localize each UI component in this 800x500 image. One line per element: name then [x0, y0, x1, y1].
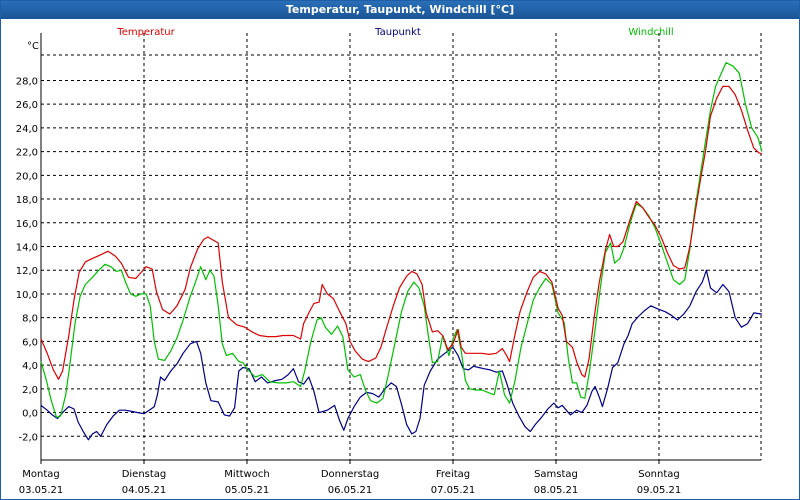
- y-tick-label: 24,0: [16, 124, 38, 135]
- y-tick-label: 26,0: [16, 100, 38, 111]
- y-tick-label: 12,0: [16, 266, 38, 277]
- x-tick-label-date: 07.05.21: [431, 485, 476, 496]
- x-tick-label-date: 03.05.21: [19, 485, 64, 496]
- x-tick-label-day: Samstag: [534, 469, 578, 480]
- y-tick-label: 8,0: [22, 314, 38, 325]
- x-tick-label-date: 09.05.21: [637, 485, 682, 496]
- y-tick-label: 14,0: [16, 243, 38, 254]
- x-tick-label-day: Donnerstag: [321, 469, 379, 480]
- legend-entry-taupunkt: Taupunkt: [374, 27, 421, 38]
- x-tick-label-date: 06.05.21: [328, 485, 373, 496]
- y-tick-label: 6,0: [22, 337, 38, 348]
- y-tick-label: 0,0: [22, 409, 38, 420]
- x-tick-labels: Montag 03.05.21 Dienstag 04.05.21 Mittwoch 05…: [19, 469, 682, 496]
- series-line-temperatur: [40, 85, 763, 380]
- axes: [40, 33, 761, 464]
- x-tick-label-day: Dienstag: [122, 469, 167, 480]
- legend-entry-windchill: Windchill: [628, 27, 673, 38]
- legend: Temperatur Taupunkt Windchill: [116, 27, 673, 38]
- y-tick-labels: -2,0 0,0 2,0 4,0 6,0 8,0 10,0 12,0 14,0 16,0 18,0 2…: [16, 76, 38, 443]
- y-tick-label: 2,0: [22, 385, 38, 396]
- y-axis-unit: °C: [27, 41, 39, 52]
- y-tick-label: 28,0: [16, 76, 38, 87]
- y-tick-label: 22,0: [16, 148, 38, 159]
- x-tick-label-day: Montag: [22, 469, 59, 480]
- x-tick-label-date: 05.05.21: [225, 485, 270, 496]
- series-line-taupunkt: [40, 269, 763, 441]
- y-tick-label: -2,0: [18, 432, 38, 443]
- x-tick-label-day: Sonntag: [638, 469, 680, 480]
- chart-title: Temperatur, Taupunkt, Windchill [°C]: [1, 1, 799, 19]
- series-line-windchill: [40, 62, 763, 418]
- x-tick-label-day: Mittwoch: [224, 469, 269, 480]
- y-tick-label: 16,0: [16, 219, 38, 230]
- y-tick-label: 10,0: [16, 290, 38, 301]
- x-tick-label-day: Freitag: [436, 469, 470, 480]
- x-tick-label-date: 08.05.21: [534, 485, 579, 496]
- y-tick-label: 20,0: [16, 171, 38, 182]
- y-tick-label: 4,0: [22, 361, 38, 372]
- series-lines: [40, 62, 763, 441]
- legend-entry-temperatur: Temperatur: [116, 27, 175, 38]
- x-tick-label-date: 04.05.21: [122, 485, 167, 496]
- y-tick-label: 18,0: [16, 195, 38, 206]
- grid-lines: [41, 33, 762, 460]
